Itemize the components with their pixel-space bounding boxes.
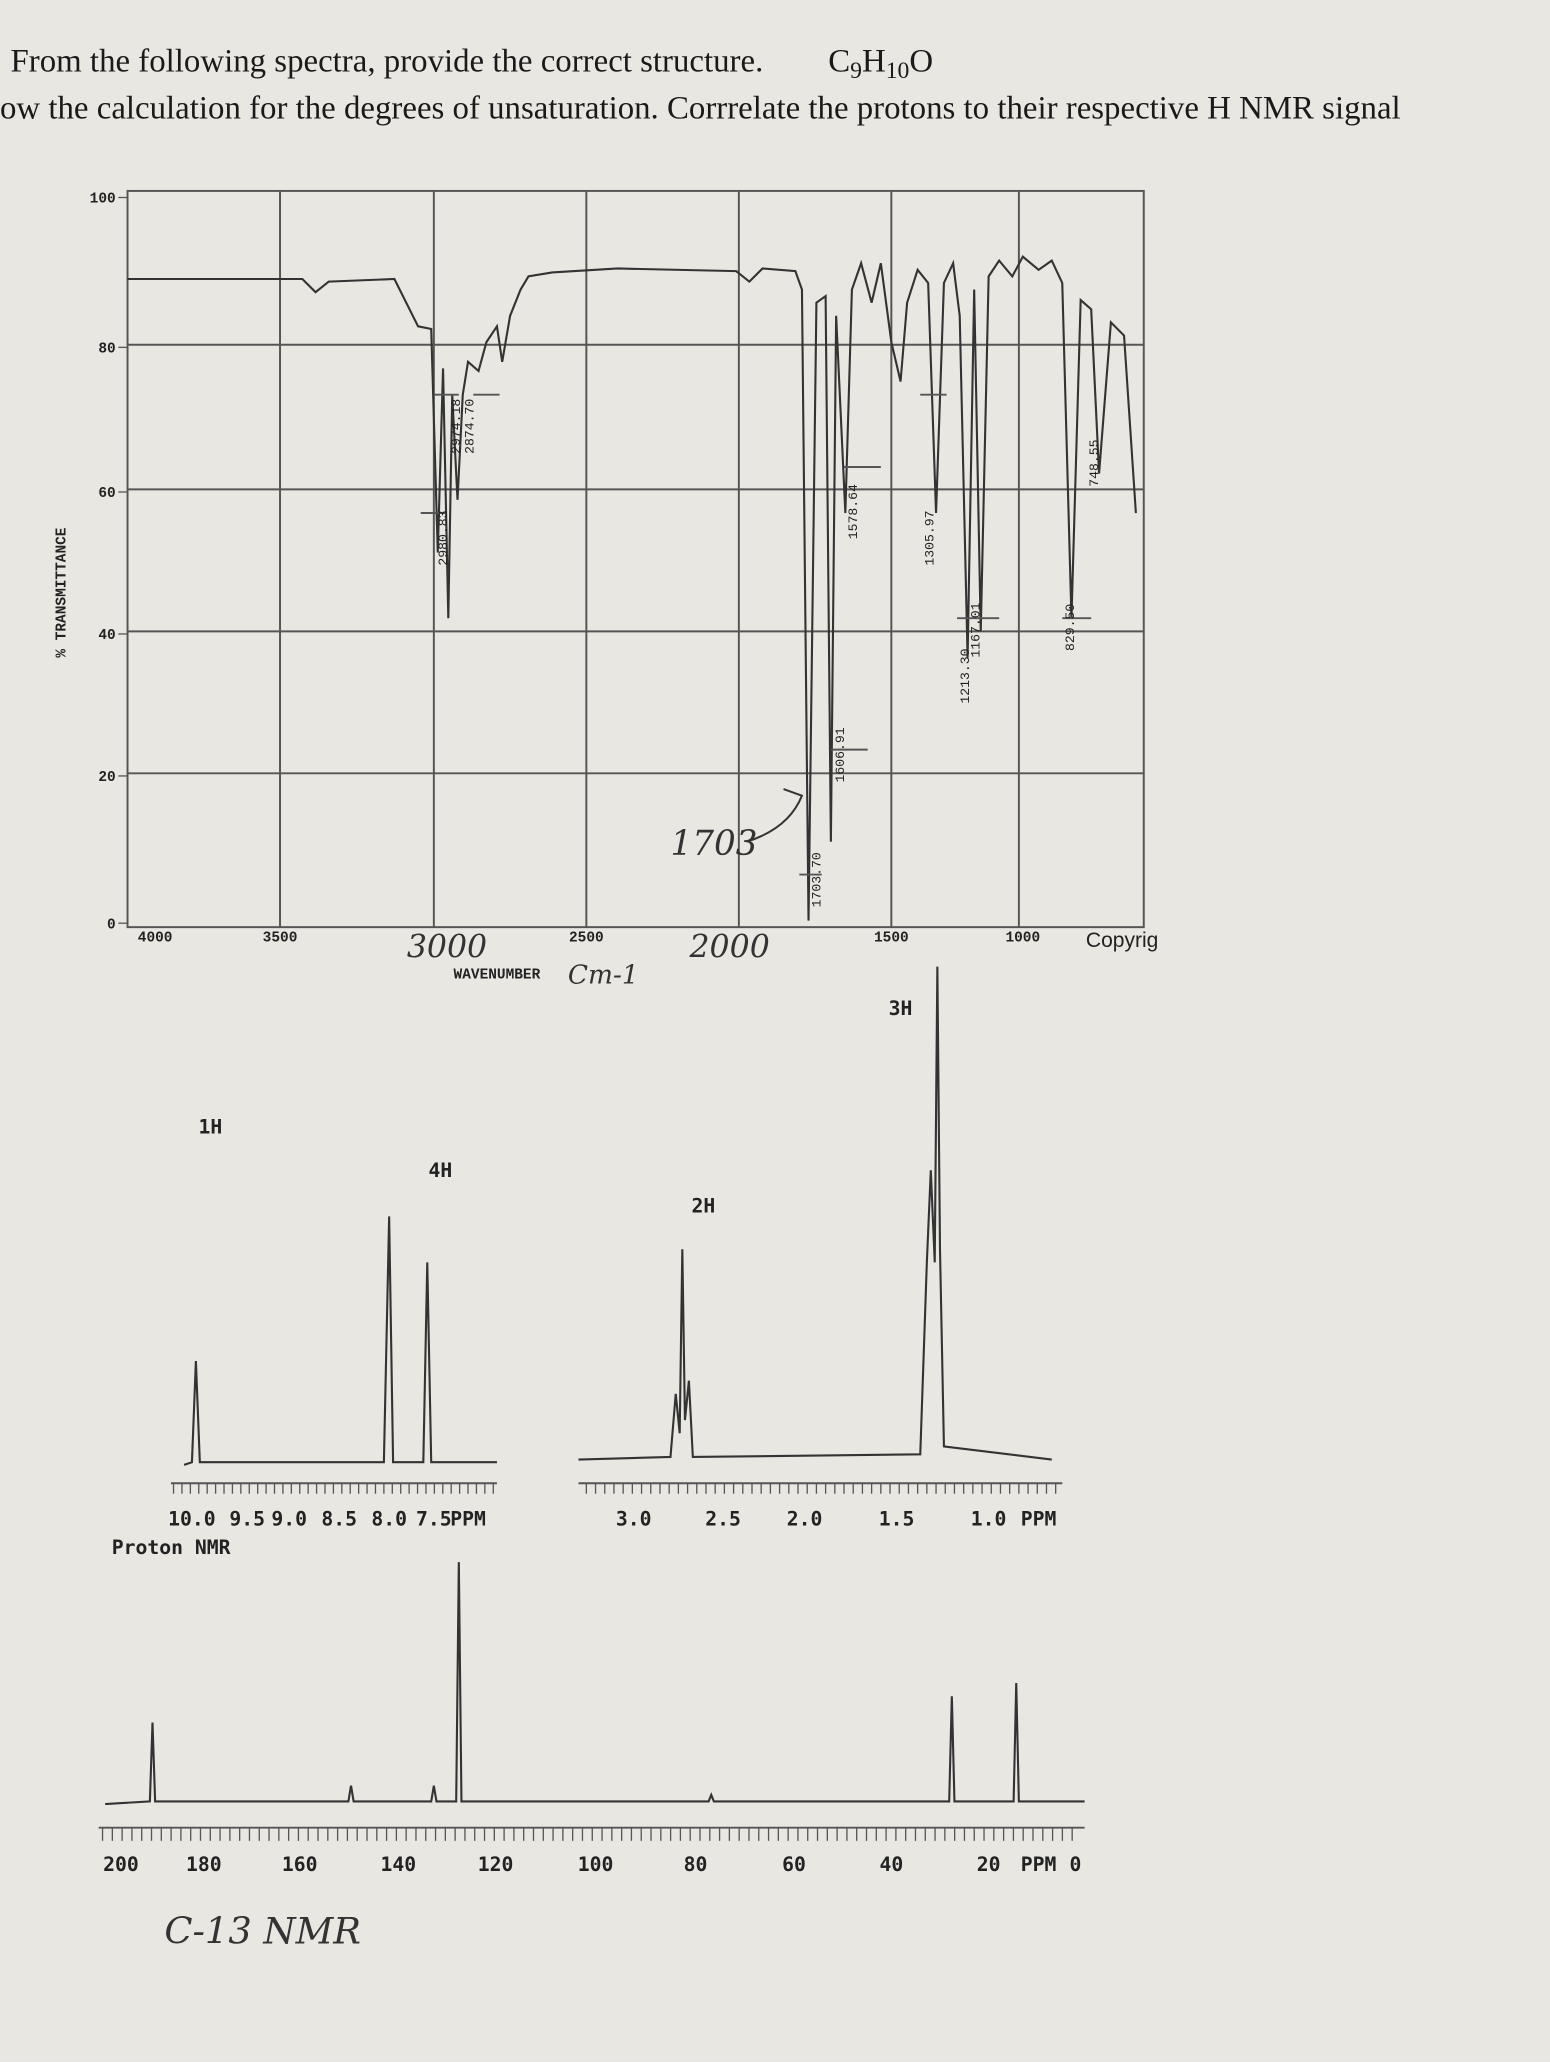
hnmr-tick-label: 3.0 [616, 1507, 652, 1530]
ir-frame [126, 189, 1145, 929]
handwritten-arrow [746, 788, 804, 843]
formula-part: H [862, 43, 886, 79]
formula: C9H10O [828, 43, 933, 84]
hnmr-integration: 2H [691, 1194, 715, 1217]
ir-peak-label: 1305.97 [922, 510, 937, 565]
ir-peak-label: 1167.01 [968, 602, 983, 657]
ir-y-tick-label: 80 [98, 342, 115, 358]
ir-y-tick-label: 20 [98, 770, 115, 786]
handwritten-x-tick-label: 3000 [407, 929, 487, 965]
ir-x-tick-label: 4000 [138, 931, 173, 947]
ir-peak-label: 2874.70 [462, 399, 477, 454]
cnmr-spectrum [98, 1562, 1085, 1829]
ir-y-tick-label: 60 [98, 486, 115, 502]
cnmr-tick-label: 120 [478, 1853, 514, 1876]
hnmr-title: Proton NMR [112, 1536, 231, 1559]
handwritten-unit: Cm-1 [568, 961, 639, 991]
ir-peak-label: 1703.70 [809, 852, 824, 907]
handwritten-cnmr-label: C-13 NMR [164, 1909, 361, 1952]
ir-x-tick-label: 3500 [263, 931, 298, 947]
cnmr-tick-label: 100 [578, 1853, 614, 1876]
ir-y-tick-label: 100 [90, 192, 116, 208]
hnmr-tick-label: 8.5 [321, 1507, 357, 1530]
ir-y-tick-label: 40 [98, 628, 115, 644]
cnmr-tick-label: 0 [1069, 1853, 1081, 1876]
hnmr-tick-label: PPM [450, 1507, 486, 1530]
hnmr-tick-label: PPM [1021, 1507, 1057, 1530]
cnmr-tick-label: 20 [977, 1853, 1001, 1876]
hnmr-tick-label: 9.0 [271, 1507, 307, 1530]
handwritten-peak: 1703 [670, 824, 757, 864]
cnmr-tick-label: PPM [1021, 1853, 1057, 1876]
formula-part: 9 [850, 58, 862, 84]
formula-part: O [909, 43, 933, 79]
handwritten-x-tick-label: 2000 [688, 929, 769, 965]
cnmr-tick-label: 80 [684, 1853, 708, 1876]
formula-part: C [828, 43, 850, 79]
cnmr-tick-label: 200 [103, 1853, 139, 1876]
ir-peak-label: 829.50 [1063, 604, 1078, 651]
hnmr-tick-label: 1.5 [879, 1507, 915, 1530]
cnmr-tick-label: 160 [282, 1853, 318, 1876]
instruction-line-1: From the following spectra, provide the … [11, 43, 764, 79]
ir-peak-label: 2974.18 [449, 399, 464, 454]
ir-peak-label: 1213.30 [958, 648, 973, 703]
cnmr-tick-label: 140 [381, 1853, 417, 1876]
ir-peak-label: 1606.91 [833, 727, 848, 782]
ir-x-axis-label: WAVENUMBER [454, 967, 541, 983]
hnmr-tick-label: 8.0 [371, 1507, 407, 1530]
ir-x-tick-label: 2500 [569, 931, 604, 947]
ir-y-tick-label: 0 [107, 917, 116, 933]
ir-y-axis-label: % TRANSMITTANCE [55, 527, 71, 657]
cnmr-tick-label: 60 [782, 1853, 806, 1876]
ir-peak-label: 748.55 [1087, 439, 1102, 486]
hnmr-tick-label: 10.0 [168, 1507, 216, 1530]
ir-peak-label: 2980.83 [436, 510, 451, 565]
hnmr-tick-label: 2.0 [787, 1507, 823, 1530]
hnmr-integration: 1H [198, 1116, 222, 1139]
hnmr-tick-label: 9.5 [229, 1507, 265, 1530]
ir-x-tick-label: 1500 [874, 931, 909, 947]
copyright: Copyrig [1086, 929, 1158, 952]
hnmr-tick-label: 7.5 [416, 1507, 452, 1530]
ir-peak-label: 1578.64 [846, 484, 861, 539]
formula-part: 10 [886, 58, 910, 84]
hnmr-integration: 4H [429, 1159, 453, 1182]
hnmr-tick-label: 1.0 [971, 1507, 1007, 1530]
ir-x-tick-label: 1000 [1005, 931, 1040, 947]
instruction-line-2: ow the calculation for the degrees of un… [0, 91, 1401, 127]
cnmr-tick-label: 40 [879, 1853, 903, 1876]
hnmr-tick-label: 2.5 [705, 1507, 741, 1530]
cnmr-tick-label: 180 [186, 1853, 222, 1876]
hnmr-integration: 3H [889, 997, 913, 1020]
